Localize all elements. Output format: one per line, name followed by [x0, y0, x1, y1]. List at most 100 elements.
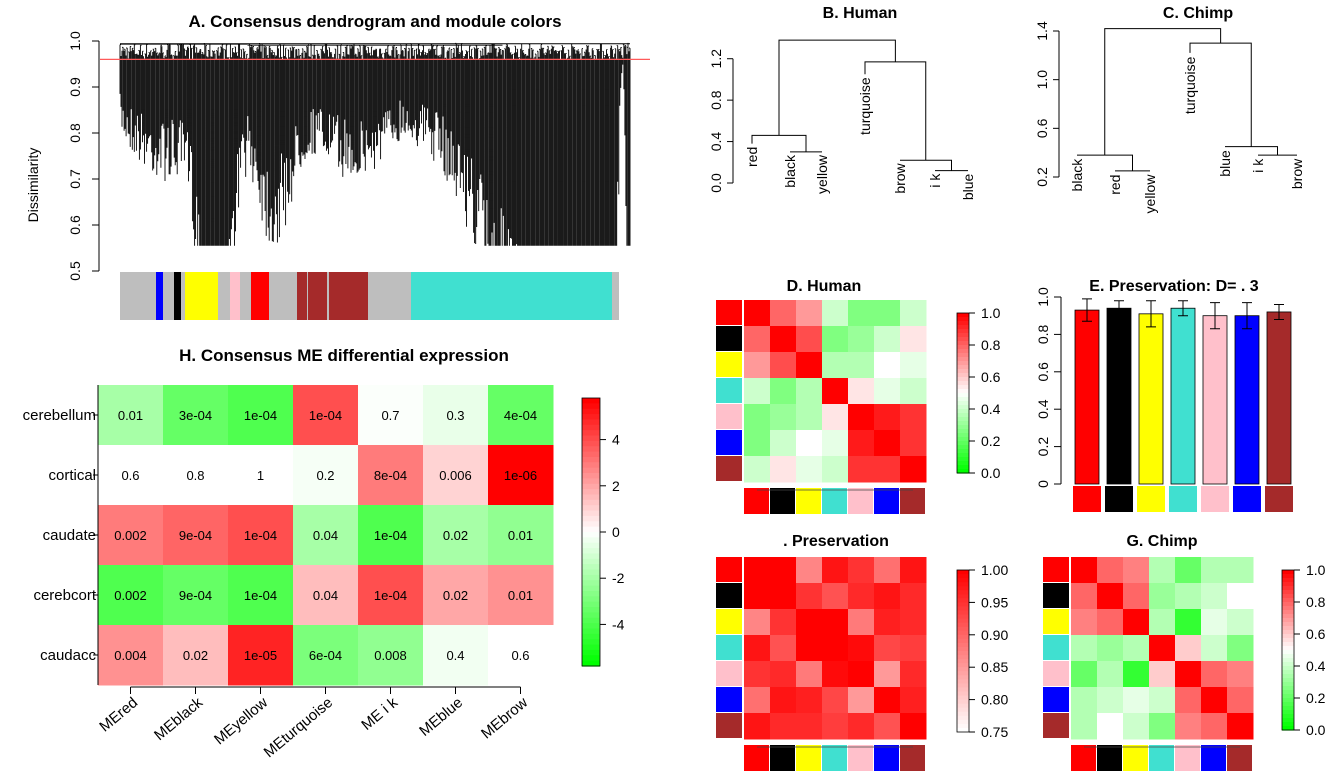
- panel-h-scale-step: [582, 628, 600, 634]
- panel-h-scale-step: [582, 532, 600, 538]
- panel-g-cell: [1097, 661, 1124, 688]
- panel-d-cell: [770, 352, 797, 379]
- panel-f-cell: [874, 687, 901, 714]
- panel-h-row-labels: cerebellum cortical caudate cerebcort caudac…: [23, 385, 98, 685]
- panel-d-scale-step: [957, 337, 969, 342]
- panel-f-col-color-red: [744, 745, 769, 771]
- panel-d-scale-step: [957, 349, 969, 354]
- panel-e-color-turquoise: [1169, 486, 1197, 512]
- panel-f-cell: [744, 661, 771, 688]
- panel-f-cell: [848, 557, 875, 584]
- panel-d-row-color-pink: [716, 404, 742, 429]
- panel-g-cell: [1201, 583, 1228, 610]
- panel-g-cell: [1175, 583, 1202, 610]
- panel-f-cell: [796, 687, 823, 714]
- panel-f-cell: [848, 609, 875, 636]
- panel-f-scale-step: [957, 574, 969, 579]
- panel-g-scale-step: [1282, 698, 1294, 703]
- panel-d-cell: [822, 300, 849, 327]
- panel-f-col-color-pink: [848, 745, 873, 771]
- panel-g-scale-step: [1282, 678, 1294, 683]
- panel-f-scale-step: [957, 724, 969, 729]
- panel-d-cell: [796, 378, 823, 405]
- panel-f-title: . Preservation: [783, 533, 889, 550]
- panel-f-cell: [770, 557, 797, 584]
- panel-h-scale-step: [582, 623, 600, 629]
- panel-d-cell: [874, 430, 901, 457]
- panel-g-scale-step: [1282, 650, 1294, 655]
- panel-g-col-color-turquoise: [1149, 745, 1174, 771]
- panel-g-scale-step: [1282, 682, 1294, 687]
- panel-f-scale-step: [957, 570, 969, 575]
- panel-d-scale-step: [957, 405, 969, 410]
- panel-g-scale-step: [1282, 662, 1294, 667]
- panel-g-scale-step: [1282, 690, 1294, 695]
- panel-g-scale-step: [1282, 718, 1294, 723]
- panel-d-cell: [744, 352, 771, 379]
- panel-g-cell: [1149, 687, 1176, 714]
- panel-h-col-label: MEbrow: [478, 694, 531, 742]
- panel-h-scale-step: [582, 468, 600, 474]
- panel-b-y-axis: 0.00.40.81.2: [708, 49, 733, 193]
- panel-f-cell: [848, 583, 875, 610]
- panel-h-cell-label: 0.8: [186, 468, 204, 483]
- panel-h-color-scale: 420-2-4: [582, 398, 625, 667]
- panel-h-cell-label: 1e-06: [504, 468, 537, 483]
- panel-a-color-segment-turquoise: [411, 272, 612, 320]
- panel-g-scale-step: [1282, 586, 1294, 591]
- panel-g-cell: [1149, 713, 1176, 740]
- panel-d-scale-step: [957, 449, 969, 454]
- panel-g-scale-tick-label: 0.6: [1306, 626, 1326, 642]
- panel-g-cell: [1071, 557, 1098, 584]
- panel-d-scale-step: [957, 389, 969, 394]
- panel-d-cell: [770, 456, 797, 483]
- panel-b-leaf-label: blue: [960, 173, 976, 200]
- panel-f-scale-step: [957, 598, 969, 603]
- panel-a-ylabel: Dissimilarity: [25, 148, 41, 223]
- panel-h-col-label: MEblack: [151, 694, 206, 744]
- panel-a-module-color-bar: [120, 272, 619, 320]
- panel-f-scale-step: [957, 594, 969, 599]
- panel-f-cell: [822, 635, 849, 662]
- panel-h-scale-step: [582, 419, 600, 425]
- panel-g-cell: [1201, 661, 1228, 688]
- panel-d-scale-tick-label: 1.0: [981, 305, 1001, 321]
- panel-f-row-color-brown: [716, 713, 742, 738]
- panel-h-scale-step: [582, 543, 600, 549]
- panel-f-row-color-black: [716, 583, 742, 608]
- panel-h-cell-label: 1e-04: [374, 588, 407, 603]
- panel-g-cell: [1071, 713, 1098, 740]
- panel-d-cell: [900, 300, 927, 327]
- panel-h-row-label: cerebellum: [23, 407, 96, 424]
- panel-g-cell: [1227, 713, 1254, 740]
- panel-g-scale-step: [1282, 570, 1294, 575]
- panel-g-cell: [1123, 661, 1150, 688]
- panel-c-title: C. Chimp: [1163, 5, 1233, 22]
- panel-h-scale-step: [582, 650, 600, 656]
- panel-d-cell: [744, 300, 771, 327]
- panel-d-scale-step: [957, 325, 969, 330]
- panel-d-cell: [796, 352, 823, 379]
- panel-f-color-scale: 1.000.950.900.850.800.75: [957, 562, 1008, 740]
- panel-e-y-axis: 00.20.40.60.81.0: [1035, 287, 1061, 488]
- panel-f-cell: [796, 661, 823, 688]
- panel-g-scale-step: [1282, 630, 1294, 635]
- panel-b-tick-label: 0.4: [708, 132, 724, 152]
- panel-d-row-color-yellow: [716, 352, 742, 377]
- panel-h-scale-step: [582, 473, 600, 479]
- panel-h-col-label: MEyellow: [211, 694, 271, 748]
- panel-f-scale-tick-label: 0.95: [981, 594, 1008, 610]
- panel-h-col-label: MEturquoise: [261, 694, 336, 761]
- panel-h-scale-step: [582, 602, 600, 608]
- panel-a-dendrogram: [120, 43, 630, 246]
- panel-g-scale-tick-label: 0.2: [1306, 690, 1326, 706]
- panel-d-cell: [770, 326, 797, 353]
- panel-g-scale-step: [1282, 626, 1294, 631]
- panel-d-scale-step: [957, 373, 969, 378]
- panel-g-cell: [1071, 635, 1098, 662]
- panel-g-scale-step: [1282, 722, 1294, 727]
- panel-d-cell: [796, 300, 823, 327]
- panel-e-color-black: [1105, 486, 1133, 512]
- panel-e-y-tick-label: 0.6: [1035, 362, 1051, 382]
- panel-h-scale-tick-label: -2: [612, 570, 625, 586]
